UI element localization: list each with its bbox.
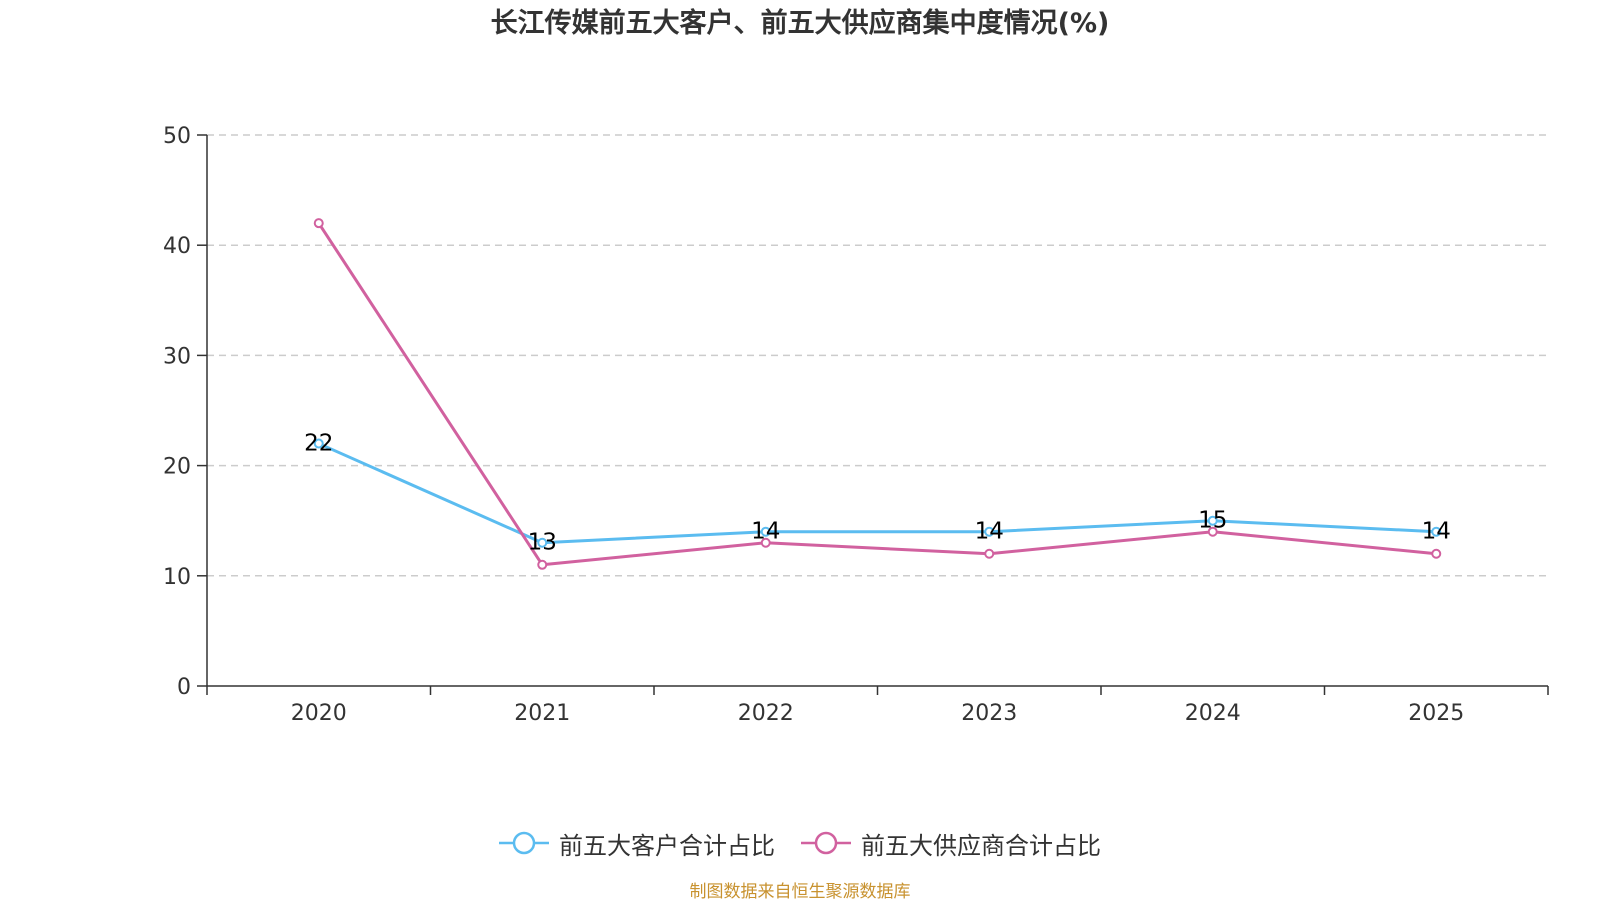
y-tick-label-0: 0	[177, 675, 191, 700]
source-note: 制图数据来自恒生聚源数据库	[689, 882, 911, 902]
data-point-1-2021	[537, 559, 548, 570]
legend-marker-customers	[499, 831, 549, 855]
data-point-1-2022	[760, 537, 771, 548]
y-tick-label-40: 40	[163, 234, 191, 259]
legend-marker-suppliers	[801, 831, 851, 855]
legend-label-suppliers: 前五大供应商合计占比	[861, 831, 1101, 860]
data-point-0-2024	[1207, 515, 1218, 526]
legend-item-customers[interactable]: 前五大客户合计占比	[499, 826, 775, 860]
x-tick-label-2023: 2023	[961, 701, 1017, 726]
legend-label-customers: 前五大客户合计占比	[559, 831, 775, 860]
data-label-0-2024: 15	[1198, 508, 1227, 534]
series-line-1	[317, 222, 1437, 567]
y-tick-label-30: 30	[163, 344, 191, 369]
series-line-0	[318, 442, 1437, 545]
data-label-0-2025: 14	[1422, 519, 1451, 545]
data-point-0-2022	[760, 526, 771, 537]
data-point-1-2024	[1207, 526, 1218, 537]
axes: 0 10 20 30 40 50 2020 2021 2022 2023 2024 2025	[163, 124, 1549, 726]
data-point-1-2020	[313, 218, 324, 229]
x-tick-label-2025: 2025	[1408, 701, 1464, 726]
data-label-0-2021: 13	[528, 530, 557, 556]
data-label-0-2022: 14	[751, 519, 780, 545]
data-point-0-2023	[984, 526, 995, 537]
data-point-0-2025	[1431, 526, 1442, 537]
legend: 前五大客户合计占比 前五大供应商合计占比	[0, 826, 1600, 860]
y-tick-label-50: 50	[163, 124, 191, 149]
chart-title: 长江传媒前五大客户、前五大供应商集中度情况(%)	[490, 8, 1110, 39]
grid-lines	[207, 134, 1548, 577]
y-tick-label-10: 10	[163, 565, 191, 590]
legend-circle-suppliers	[814, 831, 838, 855]
data-labels: 22 13 14 14 15 14	[304, 431, 1451, 556]
data-label-0-2023: 14	[975, 519, 1004, 545]
legend-item-suppliers[interactable]: 前五大供应商合计占比	[801, 826, 1101, 860]
series-lines	[313, 218, 1442, 570]
x-tick-label-2021: 2021	[514, 701, 570, 726]
data-point-1-2023	[984, 548, 995, 559]
y-tick-label-20: 20	[163, 455, 191, 480]
x-tick-label-2022: 2022	[738, 701, 794, 726]
data-point-1-2025	[1431, 548, 1442, 559]
legend-circle-customers	[512, 831, 536, 855]
data-point-0-2021	[537, 537, 548, 548]
x-tick-label-2024: 2024	[1185, 701, 1241, 726]
data-label-0-2020: 22	[304, 431, 333, 457]
x-tick-label-2020: 2020	[291, 701, 347, 726]
data-point-0-2020	[313, 438, 324, 449]
